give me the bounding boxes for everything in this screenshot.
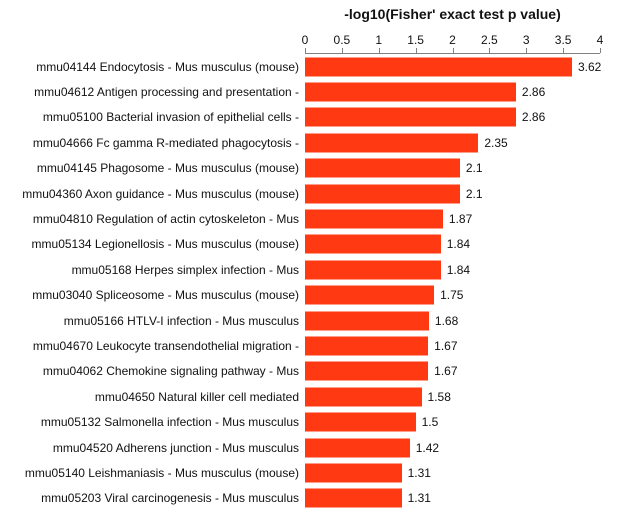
bar xyxy=(305,235,441,254)
x-tick-label: 2.5 xyxy=(481,33,498,47)
bar xyxy=(305,438,410,457)
bar xyxy=(305,387,422,406)
bar-value: 2.1 xyxy=(466,161,483,175)
x-tick-label: 0 xyxy=(302,33,309,47)
bar xyxy=(305,413,416,432)
bar-row: mmu05166 HTLV-I infection - Mus musculus… xyxy=(305,308,600,333)
bar-label: mmu05203 Viral carcinogenesis - Mus musc… xyxy=(41,491,305,505)
bar-label: mmu04360 Axon guidance - Mus musculus (m… xyxy=(22,187,305,201)
bar-value: 1.5 xyxy=(422,415,439,429)
bar-value: 1.87 xyxy=(449,212,472,226)
x-tick-label: 4 xyxy=(597,33,604,47)
bar-value: 1.75 xyxy=(440,288,463,302)
bar-value: 1.84 xyxy=(447,263,470,277)
bar-row: mmu04145 Phagosome - Mus musculus (mouse… xyxy=(305,156,600,181)
x-tick-label: 3.5 xyxy=(555,33,572,47)
bar-value: 1.84 xyxy=(447,237,470,251)
bar-label: mmu05132 Salmonella infection - Mus musc… xyxy=(41,415,305,429)
x-tick-label: 2 xyxy=(449,33,456,47)
bars-area: mmu04144 Endocytosis - Mus musculus (mou… xyxy=(305,54,600,512)
bar-row: mmu05100 Bacterial invasion of epithelia… xyxy=(305,105,600,130)
bar-value: 2.1 xyxy=(466,187,483,201)
x-tick xyxy=(453,48,454,53)
x-axis: 00.511.522.533.54 xyxy=(305,0,600,54)
x-tick xyxy=(526,48,527,53)
bar xyxy=(305,83,516,102)
bar xyxy=(305,464,402,483)
bar xyxy=(305,108,516,127)
x-tick-label: 3 xyxy=(523,33,530,47)
bar-label: mmu04144 Endocytosis - Mus musculus (mou… xyxy=(36,60,305,74)
x-tick-label: 0.5 xyxy=(334,33,351,47)
bar-row: mmu05203 Viral carcinogenesis - Mus musc… xyxy=(305,486,600,511)
bar-value: 1.42 xyxy=(416,441,439,455)
bar xyxy=(305,159,460,178)
bar-row: mmu04670 Leukocyte transendothelial migr… xyxy=(305,333,600,358)
bar-value: 1.31 xyxy=(408,466,431,480)
bar xyxy=(305,286,434,305)
bar xyxy=(305,210,443,229)
bar-value: 1.68 xyxy=(435,314,458,328)
x-tick-label: 1 xyxy=(375,33,382,47)
bar-label: mmu05140 Leishmaniasis - Mus musculus (m… xyxy=(25,466,305,480)
bar-label: mmu04810 Regulation of actin cytoskeleto… xyxy=(33,212,305,226)
bar-value: 2.86 xyxy=(522,85,545,99)
bar xyxy=(305,337,428,356)
bar xyxy=(305,489,402,508)
bar-row: mmu05132 Salmonella infection - Mus musc… xyxy=(305,410,600,435)
bar-value: 1.31 xyxy=(408,491,431,505)
bar-label: mmu04612 Antigen processing and presenta… xyxy=(34,85,305,99)
x-tick xyxy=(342,48,343,53)
bar-label: mmu05166 HTLV-I infection - Mus musculus xyxy=(64,314,305,328)
bar-row: mmu03040 Spliceosome - Mus musculus (mou… xyxy=(305,283,600,308)
bar xyxy=(305,260,441,279)
x-tick-label: 1.5 xyxy=(407,33,424,47)
bar-label: mmu04666 Fc gamma R-mediated phagocytosi… xyxy=(33,136,305,150)
bar-label: mmu04145 Phagosome - Mus musculus (mouse… xyxy=(37,161,305,175)
bar xyxy=(305,311,429,330)
bar-row: mmu04520 Adherens junction - Mus musculu… xyxy=(305,435,600,460)
bar-value: 1.58 xyxy=(428,390,451,404)
chart-container: -log10(Fisher' exact test p value) 00.51… xyxy=(0,0,620,522)
x-tick xyxy=(563,48,564,53)
bar-row: mmu04062 Chemokine signaling pathway - M… xyxy=(305,359,600,384)
bar-row: mmu05168 Herpes simplex infection - Mus1… xyxy=(305,257,600,282)
bar-label: mmu04670 Leukocyte transendothelial migr… xyxy=(33,339,305,353)
x-tick xyxy=(489,48,490,53)
bar-label: mmu04062 Chemokine signaling pathway - M… xyxy=(43,364,305,378)
bar-value: 1.67 xyxy=(434,339,457,353)
bar-label: mmu03040 Spliceosome - Mus musculus (mou… xyxy=(32,288,305,302)
bar-row: mmu04666 Fc gamma R-mediated phagocytosi… xyxy=(305,130,600,155)
bar-row: mmu04144 Endocytosis - Mus musculus (mou… xyxy=(305,54,600,79)
bar xyxy=(305,184,460,203)
bar-label: mmu04650 Natural killer cell mediated xyxy=(95,390,305,404)
bar-value: 1.67 xyxy=(434,364,457,378)
bar xyxy=(305,362,428,381)
bar-label: mmu04520 Adherens junction - Mus musculu… xyxy=(53,441,305,455)
bar xyxy=(305,57,572,76)
bar-label: mmu05168 Herpes simplex infection - Mus xyxy=(72,263,305,277)
bar-row: mmu04810 Regulation of actin cytoskeleto… xyxy=(305,206,600,231)
bar-value: 3.62 xyxy=(578,60,601,74)
bar-value: 2.35 xyxy=(484,136,507,150)
x-tick xyxy=(416,48,417,53)
bar-label: mmu05100 Bacterial invasion of epithelia… xyxy=(43,110,305,124)
x-tick xyxy=(305,48,306,53)
bar-row: mmu04360 Axon guidance - Mus musculus (m… xyxy=(305,181,600,206)
bar-row: mmu05140 Leishmaniasis - Mus musculus (m… xyxy=(305,460,600,485)
bar-row: mmu04612 Antigen processing and presenta… xyxy=(305,79,600,104)
bar-value: 2.86 xyxy=(522,110,545,124)
bar-label: mmu05134 Legionellosis - Mus musculus (m… xyxy=(32,237,305,251)
x-tick xyxy=(600,48,601,53)
bar xyxy=(305,133,478,152)
x-tick xyxy=(379,48,380,53)
bar-row: mmu05134 Legionellosis - Mus musculus (m… xyxy=(305,232,600,257)
bar-row: mmu04650 Natural killer cell mediated1.5… xyxy=(305,384,600,409)
